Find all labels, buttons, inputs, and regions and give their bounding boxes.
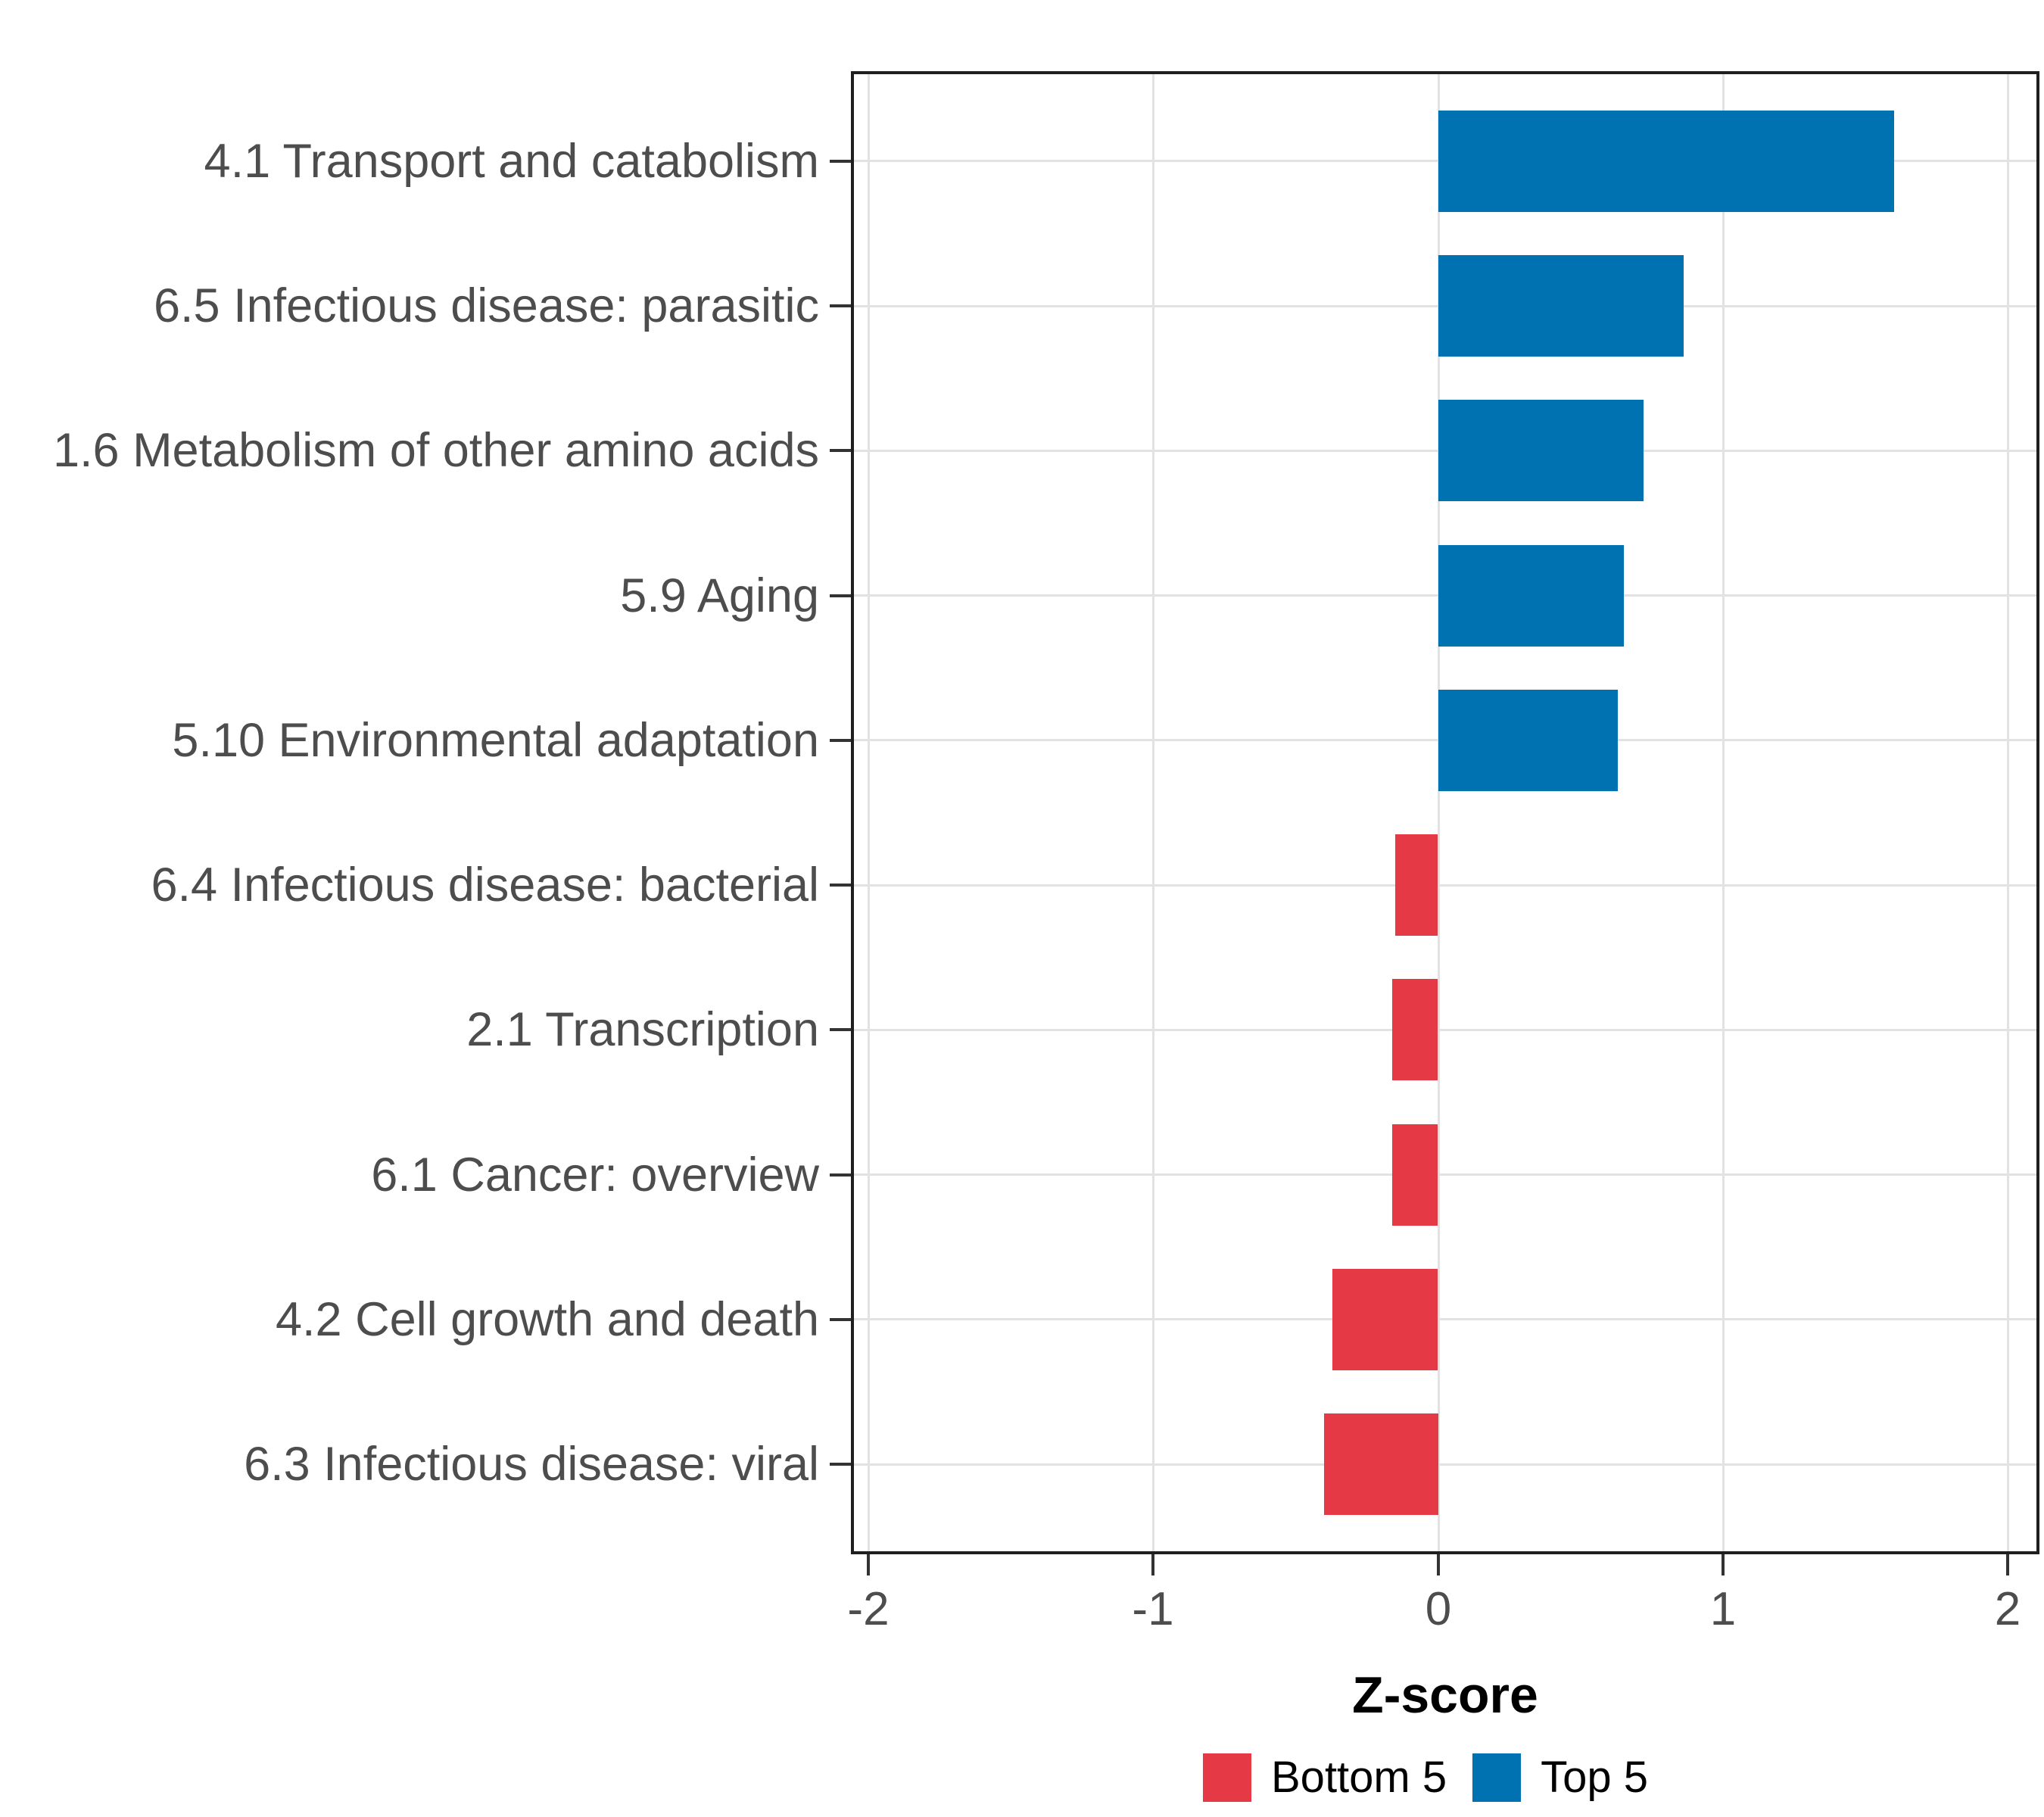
bar-negative (1392, 1124, 1438, 1226)
y-axis-category-label: 5.10 Environmental adaptation (172, 714, 819, 767)
bar-negative (1392, 979, 1438, 1080)
bar-positive (1438, 690, 1618, 791)
bar-positive (1438, 255, 1684, 357)
x-tick-label: 2 (1994, 1583, 2021, 1635)
y-tick-mark (830, 1028, 851, 1031)
y-tick-mark (830, 594, 851, 597)
y-axis-category-label: 4.2 Cell growth and death (276, 1293, 819, 1346)
legend-key-bottom5 (1203, 1753, 1251, 1802)
plot-panel (851, 71, 2039, 1554)
y-axis-category-label: 6.1 Cancer: overview (371, 1148, 819, 1201)
y-tick-mark (830, 884, 851, 887)
x-axis-title: Z-score (1352, 1666, 1538, 1724)
bar-positive (1438, 545, 1624, 647)
y-axis-category-label: 6.3 Infectious disease: viral (244, 1438, 819, 1491)
y-gridline (854, 884, 2036, 887)
x-gridline (1152, 74, 1154, 1551)
x-tick-mark (2006, 1554, 2009, 1575)
x-tick-label: -2 (847, 1583, 890, 1635)
y-axis-category-label: 4.1 Transport and catabolism (204, 135, 819, 188)
bar-negative (1395, 834, 1438, 936)
legend: Bottom 5 Top 5 (1203, 1752, 1648, 1803)
y-axis-category-label: 2.1 Transcription (466, 1003, 819, 1056)
y-tick-mark (830, 449, 851, 452)
x-tick-label: 1 (1709, 1583, 1737, 1635)
x-gridline (2007, 74, 2009, 1551)
x-gridline (1722, 74, 1725, 1551)
y-gridline (854, 1173, 2036, 1176)
x-tick-mark (867, 1554, 870, 1575)
y-axis-category-label: 1.6 Metabolism of other amino acids (53, 424, 819, 477)
y-tick-mark (830, 1463, 851, 1466)
y-gridline (854, 1318, 2036, 1320)
bar-negative (1332, 1269, 1438, 1370)
x-tick-label: 0 (1425, 1583, 1452, 1635)
y-axis-category-label: 5.9 Aging (620, 569, 819, 622)
y-tick-mark (830, 1318, 851, 1321)
legend-label: Top 5 (1541, 1753, 1649, 1802)
x-tick-mark (1722, 1554, 1725, 1575)
y-axis-category-label: 6.4 Infectious disease: bacterial (151, 859, 819, 912)
bar-positive (1438, 111, 1894, 212)
legend-item: Bottom 5 (1203, 1752, 1447, 1803)
y-gridline (854, 1463, 2036, 1466)
legend-label: Bottom 5 (1271, 1753, 1447, 1802)
y-tick-mark (830, 739, 851, 742)
y-tick-mark (830, 304, 851, 307)
x-tick-mark (1437, 1554, 1440, 1575)
y-gridline (854, 1029, 2036, 1031)
bar-negative (1324, 1413, 1438, 1515)
legend-item: Top 5 (1472, 1752, 1648, 1803)
y-axis-category-label: 6.5 Infectious disease: parasitic (154, 279, 819, 332)
legend-key-top5 (1472, 1753, 1522, 1802)
x-gridline (1438, 74, 1440, 1551)
y-tick-mark (830, 160, 851, 163)
x-tick-label: -1 (1132, 1583, 1174, 1635)
bar-positive (1438, 400, 1644, 501)
y-tick-mark (830, 1173, 851, 1177)
x-tick-mark (1151, 1554, 1154, 1575)
x-gridline (868, 74, 870, 1551)
